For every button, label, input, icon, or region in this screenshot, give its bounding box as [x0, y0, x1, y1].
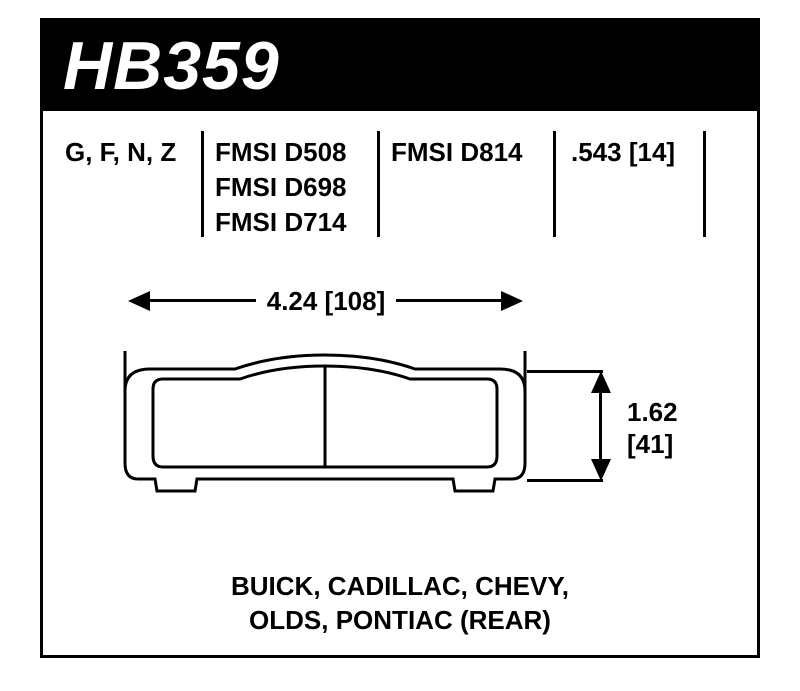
header-bar: HB359 — [43, 21, 757, 111]
compounds-list: G, F, N, Z — [65, 135, 176, 170]
height-dimension: 1.62 [41] — [543, 341, 723, 501]
spec-separator-1 — [201, 131, 204, 237]
fmsi-d508: FMSI D508 — [215, 135, 347, 170]
fmsi-d698: FMSI D698 — [215, 170, 347, 205]
height-dim-mm: [41] — [627, 429, 673, 460]
brake-pad-drawing — [115, 351, 535, 511]
spec-separator-4 — [703, 131, 706, 237]
applications-line2: OLDS, PONTIAC (REAR) — [43, 603, 757, 638]
arrow-right-icon — [501, 291, 523, 311]
arrow-up-icon — [591, 371, 611, 393]
width-dim-label: 4.24 [108] — [256, 286, 396, 317]
width-dimension: 4.24 [108] — [128, 281, 523, 321]
spec-separator-2 — [377, 131, 380, 237]
width-dim-line-right — [396, 299, 504, 302]
height-dim-value: 1.62 — [627, 397, 678, 428]
diagram-frame: HB359 G, F, N, Z FMSI D508 FMSI D698 FMS… — [40, 18, 760, 658]
arrow-down-icon — [591, 459, 611, 481]
spec-row: G, F, N, Z FMSI D508 FMSI D698 FMSI D714… — [43, 131, 757, 251]
width-dim-line-left — [148, 299, 256, 302]
thickness-value: .543 [14] — [571, 135, 675, 170]
part-number: HB359 — [63, 27, 280, 105]
fmsi-d814: FMSI D814 — [391, 135, 523, 170]
arrow-left-icon — [128, 291, 150, 311]
applications-line1: BUICK, CADILLAC, CHEVY, — [43, 569, 757, 604]
fmsi-d714: FMSI D714 — [215, 205, 347, 240]
spec-separator-3 — [553, 131, 556, 237]
height-dim-line — [599, 391, 602, 461]
